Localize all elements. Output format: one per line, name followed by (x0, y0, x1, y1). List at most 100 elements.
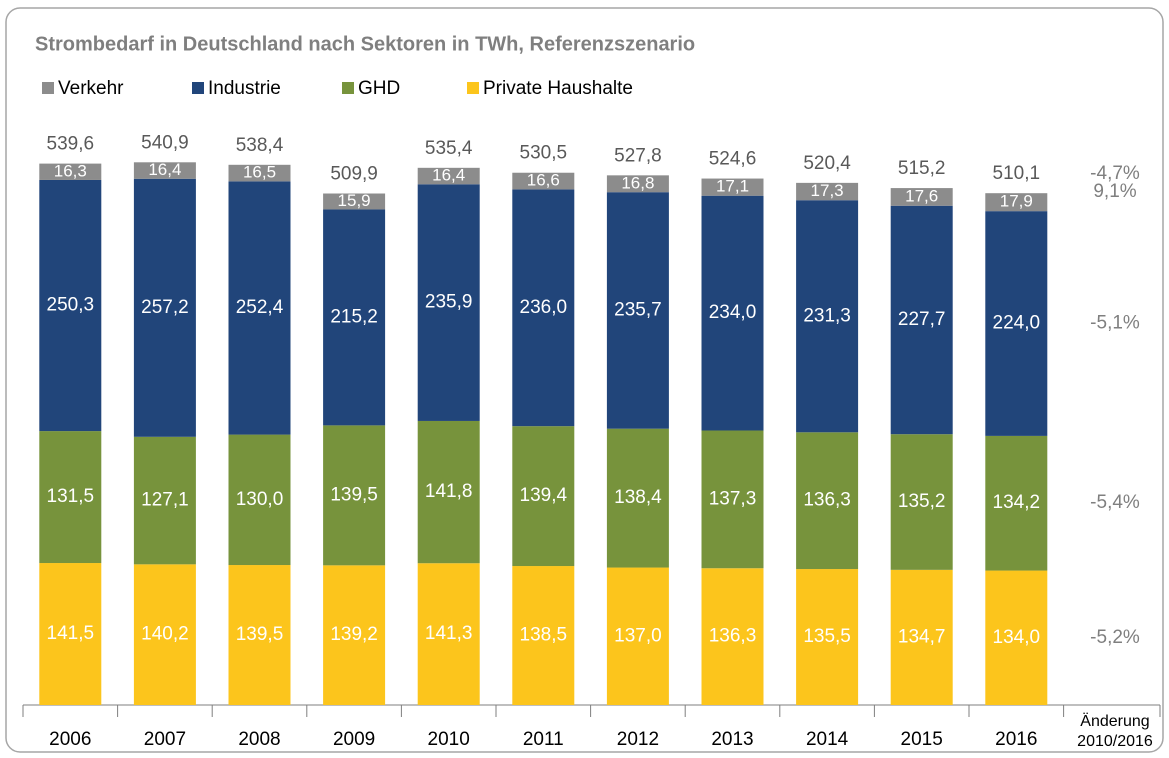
total-label: 509,9 (330, 163, 378, 184)
bar-segment (701, 568, 764, 705)
legend-swatch (467, 82, 479, 94)
change-label: -5,4% (1090, 492, 1140, 513)
value-label: 138,5 (520, 625, 568, 646)
x-tick-label: 2011 (523, 729, 564, 750)
bar-segment (985, 435, 1048, 571)
total-label: 524,6 (709, 149, 757, 170)
value-label: 16,3 (54, 161, 87, 180)
total-label: 539,6 (47, 134, 95, 155)
bar-segment (890, 569, 953, 705)
bar-segment (133, 436, 196, 565)
chart-title: Strombedarf in Deutschland nach Sektoren… (35, 33, 695, 55)
value-label: 134,7 (898, 626, 946, 647)
bar-segment (417, 420, 480, 564)
value-label: 141,5 (47, 623, 95, 644)
bar-segment (606, 567, 669, 705)
value-label: 235,7 (614, 299, 662, 320)
change-header: 2010/2016 (1077, 733, 1153, 750)
bar-segment (985, 193, 1048, 212)
x-tick-label: 2015 (901, 729, 943, 750)
change-label: -4,7% (1090, 163, 1140, 184)
value-label: 134,0 (993, 627, 1041, 648)
value-label: 224,0 (993, 313, 1041, 334)
x-tick-label: 2010 (428, 729, 470, 750)
bar-segment (796, 182, 859, 201)
bar-segment (985, 570, 1048, 705)
value-label: 250,3 (47, 295, 95, 316)
bar-segment (796, 432, 859, 570)
bar-segment (796, 200, 859, 433)
total-label: 535,4 (425, 138, 473, 159)
value-label: 17,9 (1000, 192, 1033, 211)
value-label: 136,3 (709, 626, 757, 647)
value-label: 16,8 (621, 173, 654, 192)
value-label: 252,4 (236, 297, 284, 318)
value-label: 127,1 (141, 490, 189, 511)
value-label: 131,5 (47, 486, 95, 507)
bar-segment (39, 179, 102, 432)
value-label: 15,9 (338, 191, 371, 210)
total-label: 530,5 (520, 143, 568, 164)
value-label: 140,2 (141, 624, 189, 645)
bar-segment (228, 565, 291, 705)
bar-segment (890, 188, 953, 206)
total-label: 520,4 (803, 153, 851, 174)
bar-segment (228, 434, 291, 566)
legend-label: Industrie (208, 78, 281, 99)
bar-segment (228, 181, 291, 435)
total-label: 527,8 (614, 145, 662, 166)
bar-segment (606, 175, 669, 193)
bar-segment (512, 172, 575, 190)
bar-segment (417, 184, 480, 421)
value-label: 16,4 (432, 166, 465, 185)
bar-segment (890, 205, 953, 435)
total-label: 540,9 (141, 132, 189, 153)
x-tick-label: 2014 (806, 729, 849, 750)
bar-segment (701, 178, 764, 196)
value-label: 236,0 (520, 297, 568, 318)
value-label: 257,2 (141, 297, 189, 318)
bar-segment (796, 569, 859, 705)
bar-segment (512, 189, 575, 427)
value-label: 130,0 (236, 489, 284, 510)
value-label: 137,3 (709, 488, 757, 509)
total-label: 510,1 (993, 163, 1041, 184)
bar-segment (133, 564, 196, 705)
bar-segment (323, 425, 386, 566)
bar-segment (39, 431, 102, 564)
value-label: 234,0 (709, 302, 757, 323)
change-label: -5,2% (1090, 627, 1140, 648)
value-label: 135,2 (898, 491, 946, 512)
value-label: 215,2 (330, 306, 378, 327)
bar-segment (512, 426, 575, 567)
value-label: 135,5 (803, 626, 851, 647)
value-label: 139,2 (330, 624, 378, 645)
value-label: 231,3 (803, 305, 851, 326)
value-label: 139,4 (520, 485, 568, 506)
x-tick-label: 2013 (711, 729, 753, 750)
value-label: 17,6 (905, 186, 938, 205)
legend-swatch (192, 82, 204, 94)
bar-segment (606, 192, 669, 429)
bar-segment (512, 566, 575, 705)
bar-segment (39, 563, 102, 705)
legend-label: GHD (358, 78, 400, 99)
value-label: 138,4 (614, 487, 662, 508)
x-tick-label: 2006 (49, 729, 91, 750)
bar-segment (606, 428, 669, 568)
value-label: 17,3 (811, 181, 844, 200)
total-label: 538,4 (236, 135, 284, 156)
bar-segment (890, 434, 953, 570)
legend-swatch (342, 82, 354, 94)
total-label: 515,2 (898, 158, 946, 179)
bar-segment (133, 178, 196, 437)
bar-segment (701, 195, 764, 431)
bar-segment (228, 164, 291, 182)
value-label: 227,7 (898, 309, 946, 330)
x-tick-label: 2012 (617, 729, 659, 750)
change-label: -5,1% (1090, 313, 1140, 334)
bar-segment (323, 565, 386, 705)
x-tick-label: 2016 (995, 729, 1037, 750)
value-label: 134,2 (993, 492, 1041, 513)
